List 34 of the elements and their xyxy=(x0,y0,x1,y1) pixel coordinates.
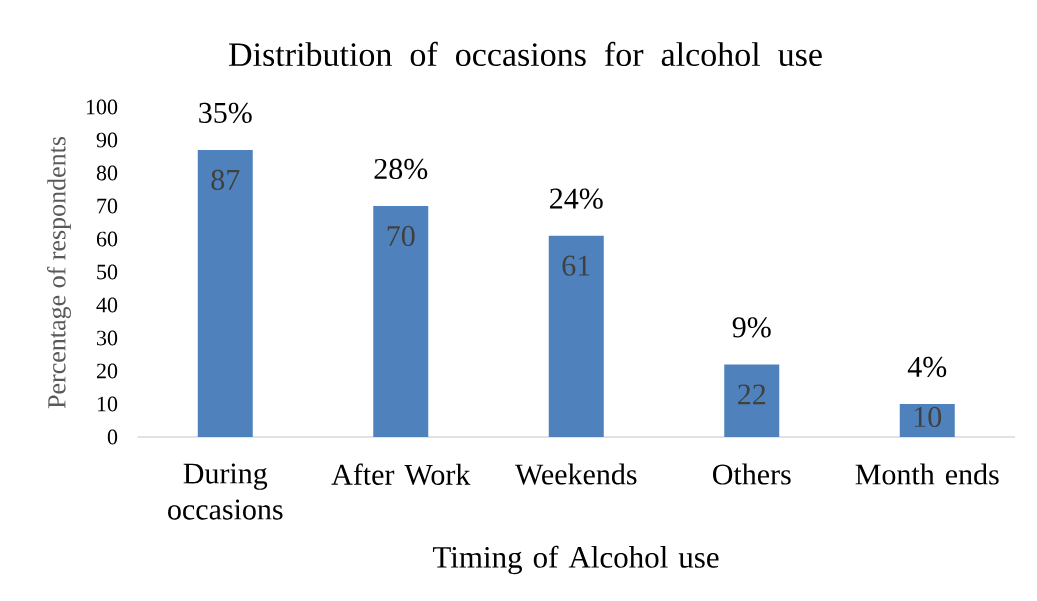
y-tick-label: 50 xyxy=(97,264,118,280)
y-axis-title: Percentage of respondents xyxy=(47,136,71,409)
y-tick-label: 30 xyxy=(97,330,118,346)
y-tick-label: 60 xyxy=(96,231,118,247)
data-label: 10 xyxy=(914,406,942,428)
bar xyxy=(373,205,429,437)
annotation: 9% xyxy=(732,317,771,338)
y-tick-label: 40 xyxy=(96,297,118,313)
annotation: 4% xyxy=(907,356,947,378)
bar xyxy=(724,364,780,437)
annotation: 28% xyxy=(374,158,428,180)
y-tick-label: 70 xyxy=(97,198,118,214)
bar xyxy=(548,235,604,437)
y-tick-label: 100 xyxy=(86,99,118,115)
data-label: 70 xyxy=(387,225,415,247)
x-tick-label: Month ends xyxy=(855,463,999,485)
y-tick-label: 10 xyxy=(97,396,118,412)
x-tick-label: During occasions xyxy=(168,463,283,520)
y-tick-label: 80 xyxy=(96,165,118,181)
x-tick-label: Weekends xyxy=(515,463,637,485)
chart-title: Distribution of occasions for alcohol use xyxy=(229,41,822,67)
data-label: 22 xyxy=(738,384,766,405)
x-axis-title: Timing of Alcohol use xyxy=(432,545,719,575)
data-label: 87 xyxy=(211,169,240,191)
annotation: 24% xyxy=(550,188,603,209)
bar xyxy=(197,149,253,437)
annotation: 35% xyxy=(199,102,252,124)
x-tick-label: After Work xyxy=(331,463,471,486)
y-tick-label: 90 xyxy=(96,132,118,148)
data-label: 61 xyxy=(562,255,590,276)
x-tick-label: Others xyxy=(713,463,791,485)
bar xyxy=(899,403,955,437)
y-tick-label: 0 xyxy=(107,429,118,445)
y-tick-label: 20 xyxy=(96,363,118,379)
